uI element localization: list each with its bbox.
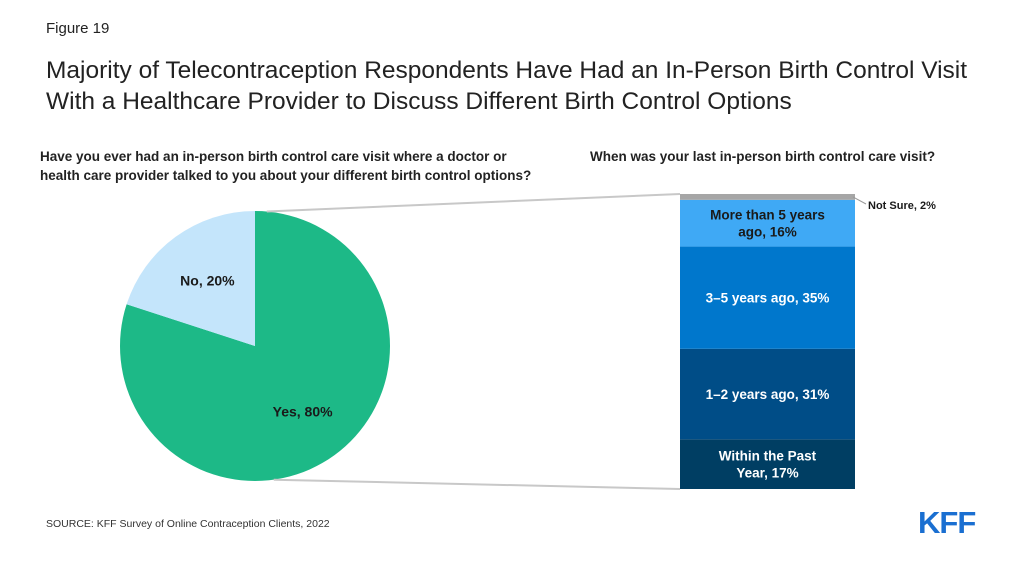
bar-segment-1-2-years-ago [680, 348, 855, 440]
bar-label-more-than-5-years-ago: More than 5 years ago, 16% [710, 208, 825, 240]
pie-chart: Yes, 80% No, 20% [120, 211, 391, 481]
pie-slice-yes [120, 211, 391, 481]
bar-segment-more-than-5-years-ago [680, 199, 855, 247]
pie-question: Have you ever had an in-person birth con… [40, 149, 532, 183]
connector-line-top [266, 193, 681, 213]
source-note: SOURCE: KFF Survey of Online Contracepti… [46, 518, 330, 530]
bar-question: When was your last in-person birth contr… [590, 149, 936, 164]
connector-line-bottom [273, 478, 681, 490]
not-sure-leader-line [852, 196, 867, 205]
page-title: Majority of Telecontraception Respondent… [46, 57, 968, 115]
bar-label-1-2-years-ago: 1–2 years ago, 31% [706, 387, 830, 402]
bar-segment-not-sure [680, 194, 855, 200]
pie-label-yes: Yes, 80% [273, 404, 333, 420]
bar-segment-within-the-past-year [680, 439, 855, 489]
bar-segment-3-5-years-ago [680, 246, 855, 349]
bar-label-within-the-past-year: Within the Past Year, 17% [719, 449, 817, 481]
bar-label-not-sure: Not Sure, 2% [868, 200, 936, 212]
pie-slice-no [126, 211, 255, 346]
bar-label-3-5-years-ago: 3–5 years ago, 35% [706, 291, 830, 306]
connector-lines [266, 193, 681, 490]
pie-label-no: No, 20% [180, 273, 235, 289]
kff-logo: KFF [918, 505, 976, 540]
stacked-bar-chart: Within the Past Year, 17% 1–2 years ago, 3… [680, 194, 936, 489]
figure-label: Figure 19 [46, 20, 110, 37]
